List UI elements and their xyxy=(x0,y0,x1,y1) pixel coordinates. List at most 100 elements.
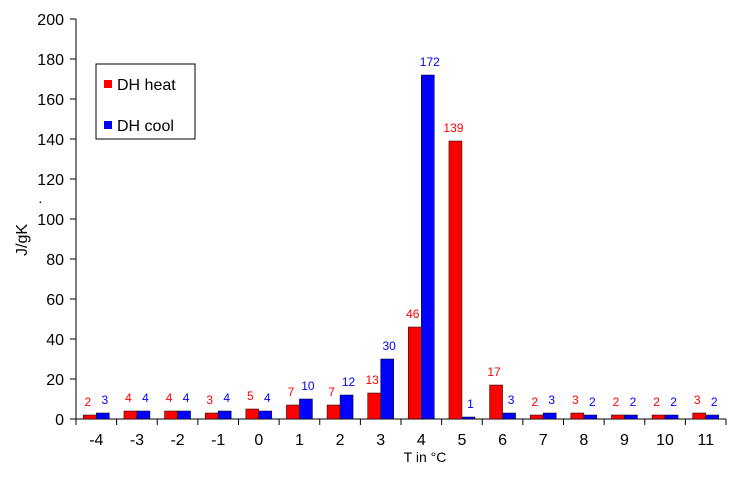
data-label-dh-heat: 5 xyxy=(247,389,254,403)
x-tick-label: 6 xyxy=(498,432,507,449)
x-tick-label: 8 xyxy=(579,432,588,449)
bar-dh-heat xyxy=(692,412,706,420)
x-tick-label: 9 xyxy=(620,432,629,449)
y-tick-label: 0 xyxy=(55,412,64,429)
bar-dh-heat xyxy=(326,404,341,420)
bar-dh-heat xyxy=(123,410,138,420)
legend-label-dh-cool: DH cool xyxy=(117,118,174,135)
x-tick-label: 7 xyxy=(539,432,548,449)
y-tick-label: 40 xyxy=(46,332,64,349)
bar-dh-cool xyxy=(583,414,598,420)
x-tick-label: 5 xyxy=(457,432,466,449)
x-tick-label: -1 xyxy=(211,432,225,449)
y-axis-title-dot: · xyxy=(38,193,43,209)
bar-dh-heat xyxy=(448,140,463,420)
y-tick-label: 60 xyxy=(46,292,64,309)
data-label-dh-heat: 2 xyxy=(531,395,538,409)
bar-dh-cool xyxy=(461,416,476,420)
bar-dh-cool xyxy=(136,410,151,420)
bar-dh-cool xyxy=(177,410,191,420)
bar-dh-cool xyxy=(421,74,435,420)
bar-dh-heat xyxy=(408,326,422,420)
x-tick-label: 1 xyxy=(295,432,304,449)
bar-dh-heat xyxy=(204,412,219,420)
bar-dh-heat xyxy=(570,412,585,420)
y-axis-title: J/gK xyxy=(14,224,31,256)
data-label-dh-heat: 2 xyxy=(613,395,620,409)
x-tick-label: 2 xyxy=(336,432,345,449)
bar-dh-heat xyxy=(164,410,178,420)
bar-dh-heat xyxy=(489,384,503,420)
bar-dh-heat xyxy=(651,414,666,420)
data-label-dh-cool: 172 xyxy=(420,55,440,69)
y-tick-label: 200 xyxy=(37,12,64,29)
y-axis: 0 20 40 60 80 100 120 140 160 180 200 xyxy=(37,12,77,429)
bars xyxy=(83,74,719,420)
x-axis-title: T in °C xyxy=(404,449,447,465)
data-label-dh-cool: 2 xyxy=(670,395,677,409)
data-label-dh-heat: 4 xyxy=(166,391,173,405)
legend-swatch-dh-heat xyxy=(104,80,112,88)
data-label-dh-heat: 3 xyxy=(206,393,213,407)
x-tick-label: 4 xyxy=(417,432,426,449)
legend-swatch-dh-cool xyxy=(104,121,112,129)
x-tick-label: -2 xyxy=(170,432,184,449)
data-label-dh-heat: 3 xyxy=(694,393,701,407)
data-label-dh-cool: 2 xyxy=(589,395,596,409)
y-tick-label: 160 xyxy=(37,92,64,109)
bar-dh-cool xyxy=(502,412,516,420)
data-label-dh-cool: 30 xyxy=(383,339,397,353)
y-tick-label: 120 xyxy=(37,172,64,189)
data-label-dh-heat: 2 xyxy=(653,395,660,409)
bar-dh-cool xyxy=(299,398,313,420)
data-label-dh-heat: 46 xyxy=(406,307,420,321)
legend: DH heat DH cool xyxy=(95,63,196,140)
y-tick-label: 140 xyxy=(37,132,64,149)
bar-dh-cool xyxy=(258,410,273,420)
legend-box xyxy=(95,63,196,140)
data-label-dh-cool: 4 xyxy=(183,391,190,405)
data-label-dh-cool: 4 xyxy=(142,391,149,405)
data-label-dh-heat: 17 xyxy=(487,365,501,379)
x-tick-label: -4 xyxy=(89,432,103,449)
bar-dh-heat xyxy=(286,404,300,420)
bar-dh-cool xyxy=(339,394,354,420)
data-label-dh-cool: 3 xyxy=(101,393,108,407)
data-label-dh-heat: 2 xyxy=(84,395,91,409)
data-label-dh-heat: 7 xyxy=(328,385,335,399)
data-label-dh-cool: 10 xyxy=(301,379,315,393)
x-tick-label: 11 xyxy=(697,432,714,449)
bar-dh-cool xyxy=(624,414,638,420)
bar-dh-cool xyxy=(542,412,557,420)
legend-label-dh-heat: DH heat xyxy=(117,77,176,94)
bar-dh-heat xyxy=(245,408,260,420)
bar-dh-cool xyxy=(705,414,719,420)
data-label-dh-heat: 4 xyxy=(125,391,132,405)
data-label-dh-heat: 13 xyxy=(366,373,380,387)
y-tick-label: 180 xyxy=(37,52,64,69)
data-label-dh-cool: 4 xyxy=(223,391,230,405)
bar-dh-cool xyxy=(380,358,394,420)
x-tick-label: 3 xyxy=(376,432,385,449)
data-label-dh-heat: 7 xyxy=(288,385,295,399)
bar-dh-heat xyxy=(367,392,381,420)
data-label-dh-cool: 2 xyxy=(711,395,718,409)
bar-dh-cool xyxy=(96,412,110,420)
data-label-dh-cool: 3 xyxy=(548,393,555,407)
data-label-dh-cool: 3 xyxy=(508,393,515,407)
data-label-dh-heat: 3 xyxy=(572,393,579,407)
bar-dh-heat xyxy=(611,414,625,420)
y-tick-label: 80 xyxy=(46,252,64,269)
data-label-dh-cool: 12 xyxy=(342,375,356,389)
x-axis: -4 -3 -2 -1 0 1 2 3 4 5 6 7 8 9 10 11 xyxy=(75,418,727,449)
bar-dh-heat xyxy=(83,414,97,420)
data-label-dh-heat: 139 xyxy=(443,121,463,135)
data-label-dh-cool: 2 xyxy=(630,395,637,409)
x-tick-label: -3 xyxy=(130,432,144,449)
bar-dh-cool xyxy=(217,410,232,420)
x-tick-label: 10 xyxy=(656,432,674,449)
data-label-dh-cool: 4 xyxy=(264,391,271,405)
y-tick-label: 20 xyxy=(46,372,64,389)
